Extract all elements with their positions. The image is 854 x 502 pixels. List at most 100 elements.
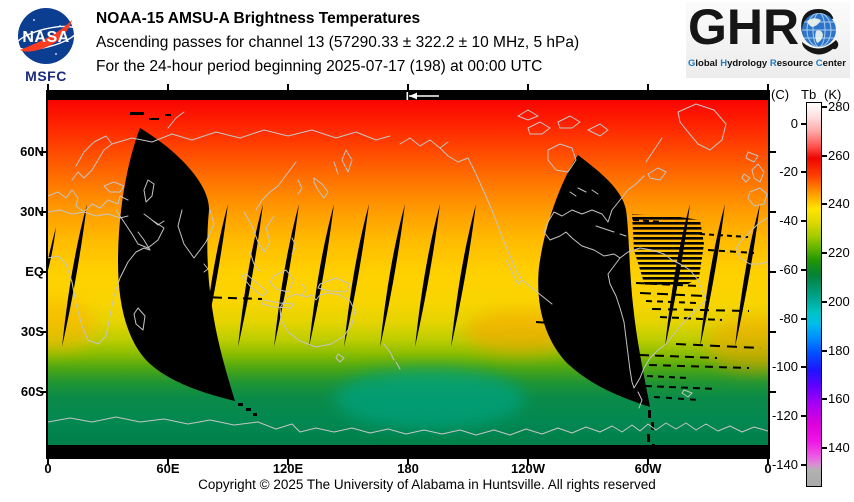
- lat-tick-left: [40, 331, 46, 333]
- dropout-speck: [149, 118, 159, 120]
- lon-tick-bottom: [47, 459, 49, 465]
- colorbar-c-label: 0: [790, 115, 798, 131]
- orbit-gap-sliver: [735, 204, 760, 347]
- page-title: NOAA-15 AMSU-A Brightness Temperatures: [96, 10, 421, 27]
- colorbar-c-tick: [801, 171, 806, 174]
- colorbar-c-tick: [801, 463, 806, 466]
- lon-tick-top: [527, 84, 529, 90]
- dropout-speck: [165, 114, 171, 116]
- scanline-dropout-dashes: [167, 295, 263, 300]
- lon-tick-top: [647, 84, 649, 90]
- tagline-part: C: [815, 58, 823, 69]
- colorbar-k-label: 220: [828, 245, 850, 261]
- missing-data-swaths: [31, 112, 762, 450]
- lon-tick-bottom: [287, 459, 289, 465]
- colorbar-c-label: -60: [779, 261, 798, 277]
- map-frame: [20, 90, 803, 459]
- orbit-gap-sliver: [700, 204, 725, 347]
- orbit-gap-sliver: [309, 204, 334, 347]
- colorbar-k-tick: [822, 252, 827, 255]
- page-subtitle-period: For the 24-hour period beginning 2025-07…: [96, 58, 543, 75]
- page-subtitle-channel: Ascending passes for channel 13 (57290.3…: [96, 34, 580, 51]
- lon-tick-label: 60W: [634, 461, 662, 476]
- ghrc-logo: G H R C Global Hydrology Resource Center: [686, 0, 850, 78]
- tagline-part: G: [688, 58, 696, 69]
- colorbar-k-label: 140: [828, 439, 850, 455]
- colorbar-c-label: -100: [771, 359, 798, 375]
- lon-tick-top: [47, 84, 49, 90]
- colorbar-c-tick: [801, 268, 806, 271]
- nasa-logo: NASA MSFC: [12, 6, 80, 86]
- colorbar-quantity-header: Tb: [801, 87, 817, 102]
- colorbar-c-tick: [801, 122, 806, 125]
- colorbar-k-label: 180: [828, 342, 850, 358]
- scanline-dropout-dashes: [675, 343, 762, 349]
- tagline-part: H: [720, 58, 728, 69]
- lon-tick-top: [287, 84, 289, 90]
- colorbar: [806, 102, 822, 487]
- lon-tick-label: 120W: [511, 461, 545, 476]
- tagline-part: R: [769, 58, 777, 69]
- orbit-gap-sliver: [380, 204, 405, 347]
- orbit-gap-sliver: [451, 204, 476, 347]
- south-pole-nodata-band: [48, 445, 768, 457]
- lat-tick-right: [770, 151, 776, 153]
- lon-tick-bottom: [767, 459, 769, 465]
- scanline-dropout-dashes: [639, 354, 718, 359]
- lat-tick-left: [40, 391, 46, 393]
- colorbar-k-tick: [822, 446, 827, 449]
- dropout-speck: [651, 422, 654, 430]
- lon-tick-bottom: [407, 459, 409, 465]
- antarctic-warm-anomaly: [335, 368, 525, 428]
- colorbar-k-label: 160: [828, 391, 850, 407]
- lat-tick-label: 30N: [20, 204, 44, 219]
- lon-tick-top: [167, 84, 169, 90]
- lat-tick-right: [770, 211, 776, 213]
- scanline-dropout-dashes: [639, 292, 705, 297]
- ghrc-tagline: Global Hydrology Resource Center: [688, 58, 846, 69]
- dropout-speck: [253, 413, 257, 416]
- orbit-gap-sliver: [167, 204, 192, 347]
- orbit-gap-sliver: [62, 204, 87, 347]
- lat-tick-left: [40, 151, 46, 153]
- scanline-dropout-dashes: [699, 233, 749, 238]
- dropout-speck: [647, 434, 650, 442]
- lon-tick-bottom: [167, 459, 169, 465]
- colorbar-c-label: -120: [771, 408, 798, 423]
- colorbar-kelvin-header: (K): [824, 87, 842, 102]
- tagline-part: enter: [822, 58, 846, 69]
- start-longitude-arrow-icon: [406, 92, 439, 100]
- lon-tick-label: 0: [764, 461, 772, 476]
- lat-tick-left: [40, 211, 46, 213]
- scanline-dropout-dashes: [535, 321, 590, 327]
- dropout-speck: [130, 112, 144, 115]
- colorbar-k-tick: [822, 203, 827, 206]
- dropout-speck: [648, 410, 651, 418]
- tagline-part: esource: [776, 58, 816, 69]
- dropout-speck: [246, 408, 251, 411]
- lon-tick-label: 120E: [272, 461, 304, 476]
- lat-tick-label: 60N: [20, 144, 44, 159]
- lat-tick-right: [770, 271, 776, 273]
- colorbar-k-tick: [822, 106, 827, 108]
- colorbar-c-tick: [801, 415, 806, 417]
- orbit-gap-sliver: [344, 204, 369, 347]
- coastlines: [47, 103, 769, 436]
- scanline-dropout-dashes: [167, 259, 201, 264]
- colorbar-c-label: -80: [779, 310, 798, 326]
- scanline-dropout-dashes: [648, 364, 750, 369]
- lon-tick-top: [407, 84, 409, 90]
- msfc-label: MSFC: [25, 68, 67, 84]
- lon-tick-label: 0: [44, 461, 52, 476]
- svg-text:NASA: NASA: [22, 29, 69, 46]
- colorbar-c-label: -20: [779, 164, 798, 180]
- colorbar-k-label: 240: [828, 196, 850, 212]
- colorbar-c-label: -140: [771, 456, 798, 472]
- lat-tick-label: 60S: [20, 384, 44, 399]
- ghrc-globe-icon: [802, 13, 839, 55]
- lon-tick-bottom: [527, 459, 529, 465]
- dropout-speck: [238, 403, 243, 406]
- nasa-meatball-icon: NASA: [15, 8, 78, 64]
- copyright-text: Copyright © 2025 The University of Alaba…: [198, 477, 656, 492]
